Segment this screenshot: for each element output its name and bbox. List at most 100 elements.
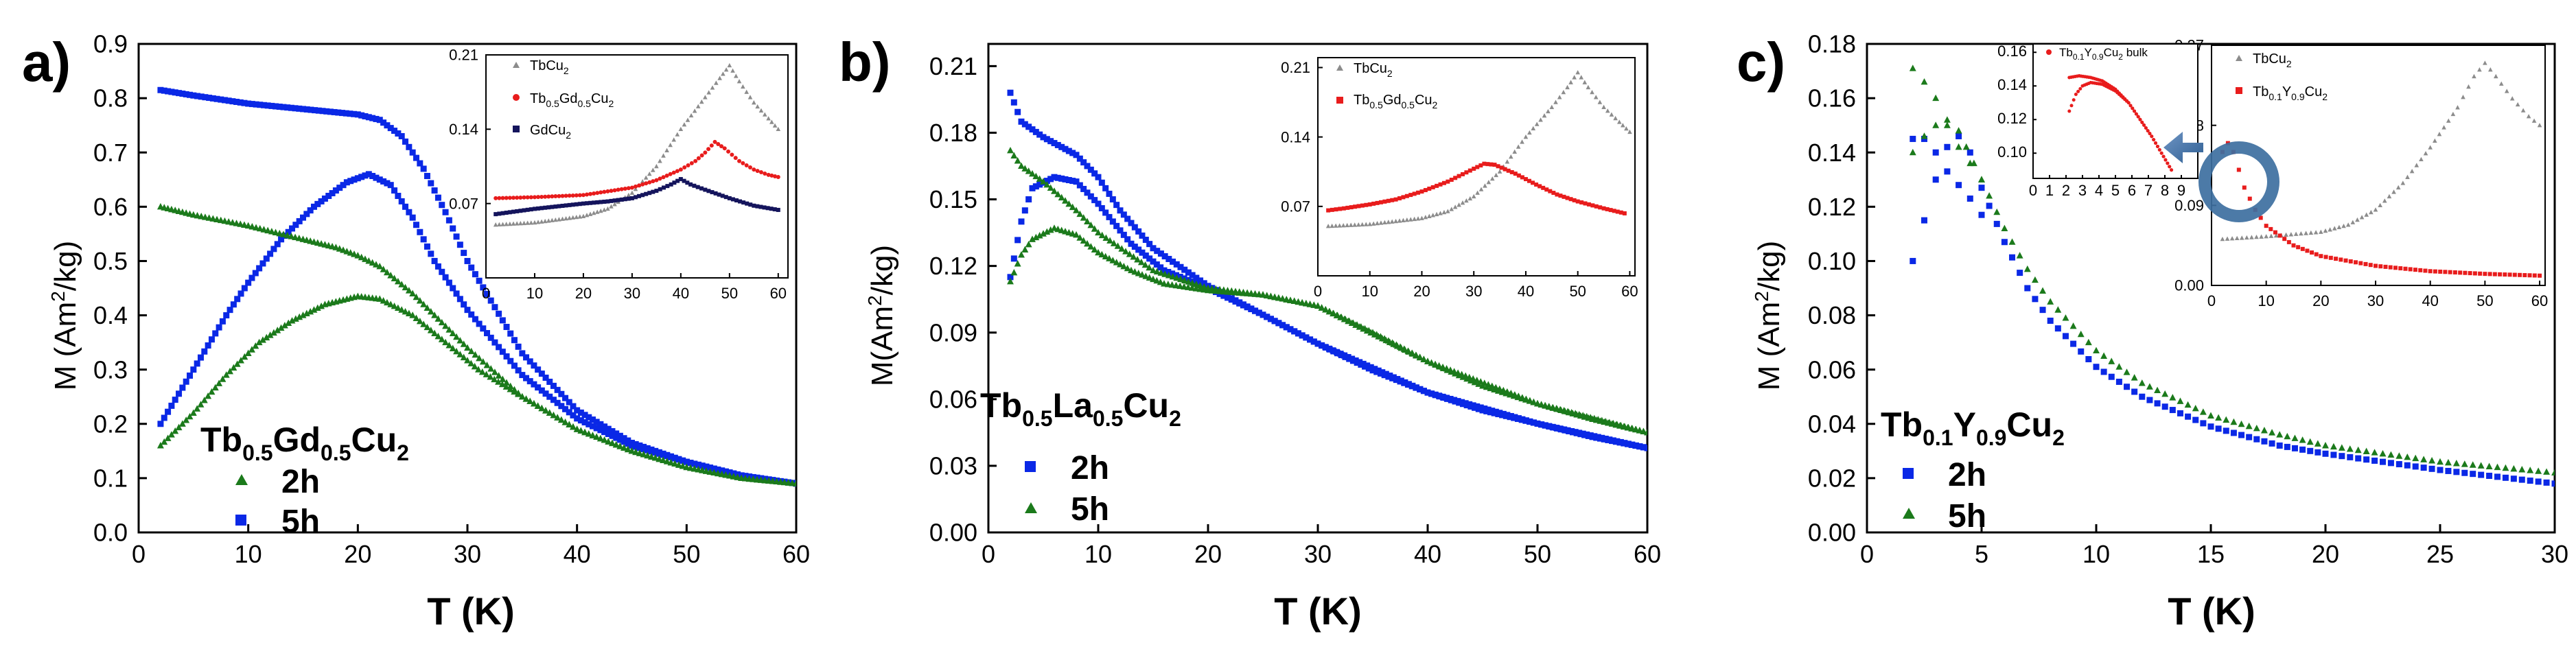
plot-b-point-s3-34 [1131,268,1139,275]
plot-a-point-s2-47 [336,245,343,252]
plot-a-point-s1-50 [340,182,347,189]
inset-c-point-s0-24 [2336,224,2342,230]
plot-a-point-s3-40 [303,309,310,316]
plot-b-point-s3-166 [1636,427,1643,434]
plot-c-point-s2-57 [2363,447,2370,454]
plot-b-point-s3-79 [1306,301,1314,307]
inset-a-point-s2-41 [637,193,642,198]
inset-a-point-s0-19 [560,216,565,221]
inset-c-point-s0-8 [2259,234,2264,239]
inset-a-point-s0-25 [581,213,586,218]
plot-b-point-s1-22 [1087,193,1094,200]
inset-b-point-s0-73 [1597,99,1603,104]
plot-a-point-s3-109 [561,419,569,425]
plot-b-point-s3-38 [1146,274,1153,281]
plot-a-point-s2-55 [365,257,373,264]
plot-a-point-s0-84 [476,277,483,284]
plot-b-point-s1-88 [1341,352,1348,359]
inset-b-point-s0-75 [1605,108,1610,113]
plot-b-point-s2-40 [1157,269,1165,276]
inset-b-point-s1-51 [1513,172,1518,176]
plot-a-point-s3-128 [636,449,643,456]
plot-a-point-s2-25 [253,224,260,231]
plot-a-point-s1-94 [503,353,510,360]
inset-b-point-s1-17 [1390,198,1395,202]
plot-a-point-s1-16 [216,324,222,331]
plot-b-point-s2-10 [1043,180,1051,188]
inset-c-point-s1-3 [2236,167,2241,172]
plot-a-point-s2-85 [476,354,483,362]
inset-legend-label-b-tbgdcu2: Tb0.5Gd0.5Cu2 [1354,93,1438,110]
plot-a-point-s3-23 [241,353,248,360]
inset-a-point-s0-8 [522,220,526,226]
plot-b-point-s3-122 [1470,375,1477,382]
plot-a-point-s2-93 [507,382,514,390]
inset-a-point-s0-18 [557,217,561,222]
legend-label-a-2h: 2h [281,464,320,500]
plot-a-point-s3-129 [640,451,647,458]
plot-a-point-s1-6 [179,384,186,391]
plot-a-point-s2-89 [491,368,498,375]
plot-b-point-s3-133 [1511,391,1518,398]
legend-label-b-5h: 5h [1071,491,1109,528]
plot-c-point-s0-14 [2039,307,2046,314]
inset-c-point-s1-20 [2319,254,2323,259]
inset-c-point-s1-50 [2468,271,2472,276]
plot-a-point-s1-41 [307,207,314,214]
plot-a-point-s2-14 [209,215,217,222]
plot-a-point-s1-65 [395,193,402,200]
plot-c-point-s0-63 [2420,464,2427,471]
inset-a-point-s1-28 [592,191,596,196]
inset-a-point-s1-42 [640,182,645,187]
plot-b-point-s2-9 [1040,178,1047,185]
inset-a-point-s2-37 [623,197,627,202]
inset-b-point-s1-43 [1485,162,1490,167]
inset-b-point-s1-34 [1453,176,1458,180]
plot-a-point-s0-95 [519,350,526,357]
inset-a-point-s1-3 [504,196,509,200]
plot-a-point-s1-90 [487,334,494,341]
inset-a-point-s2-59 [699,186,704,191]
inset-b-point-s0-62 [1557,95,1562,99]
inset-a-point-s2-76 [758,204,763,209]
inset-b-point-s0-50 [1512,149,1518,154]
plot-a-point-s3-14 [208,388,216,395]
plot-b-point-s2-20 [1080,214,1087,221]
plot-b-point-s3-0 [1007,277,1014,285]
plot-c-point-s2-10 [2001,224,2008,232]
plot-c-x-tick-label-2: 10 [2082,540,2110,568]
inset-a-point-s1-54 [682,165,687,170]
plot-b-point-s3-88 [1341,316,1348,322]
inset-b-point-s0-32 [1446,209,1450,213]
inset2-c-point-s1-39 [2144,126,2148,130]
plot-a-point-s2-67 [409,290,417,296]
plot-a-point-s3-32 [274,327,281,333]
inset-a-point-s2-51 [672,180,677,185]
plot-a-point-s3-149 [718,470,726,478]
plot-c-point-s3-1 [1921,78,1928,85]
plot-a-point-s0-55 [369,115,376,121]
plot-a-point-s2-19 [229,219,236,226]
plot-a-point-s2-24 [248,223,256,230]
plot-a-point-s1-92 [496,344,502,351]
plot-b-point-s2-12 [1051,187,1058,194]
inset-c-point-s1-64 [2538,273,2542,278]
plot-a-point-s0-20 [233,98,240,105]
inset-c-point-s0-23 [2332,226,2337,231]
plot-a-point-s1-77 [439,268,445,275]
plot-c-point-s2-72 [2485,462,2493,469]
plot-a-point-s3-71 [416,317,423,325]
plot-b-point-s1-3 [1018,218,1025,225]
plot-b-point-s3-145 [1557,405,1564,413]
plot-a-point-s1-117 [593,425,600,432]
inset-c-point-s0-56 [2488,67,2493,72]
plot-a-point-s1-51 [343,179,350,186]
inset-a-point-s0-78 [766,116,771,121]
inset-b-point-s0-71 [1590,89,1594,95]
inset-b-point-s0-25 [1419,215,1424,220]
inset-a-point-s1-50 [668,172,673,176]
compound-label-b: Tb0.5La0.5Cu2 [980,386,1181,431]
plot-b-point-s1-145 [1557,425,1564,432]
plot-c-point-s0-52 [2330,451,2337,458]
plot-c-point-s2-77 [2527,467,2534,473]
